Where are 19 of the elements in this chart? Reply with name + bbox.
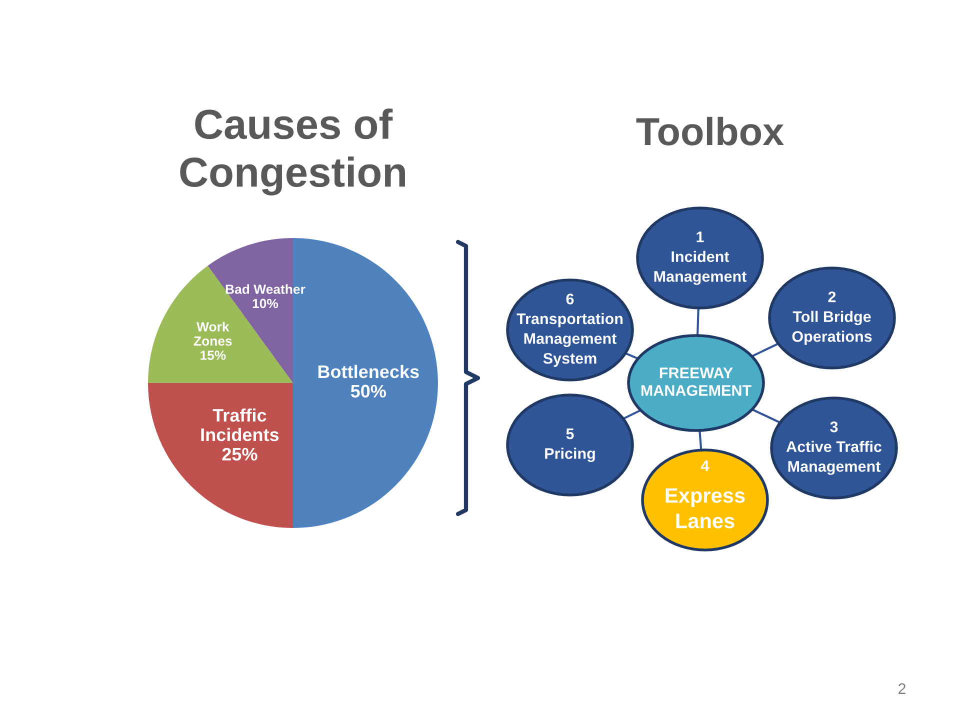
text: 5 Pricing bbox=[545, 428, 595, 462]
slice-label: Traffic Incidents bbox=[201, 408, 279, 442]
text: Toll Bridge Operations bbox=[792, 310, 872, 345]
data-label: 50% bbox=[350, 384, 386, 398]
text: 2 bbox=[898, 683, 906, 694]
slice-label: Work Zones bbox=[194, 322, 232, 346]
slice-label: Bad Weather bbox=[226, 284, 306, 294]
text: 2 bbox=[828, 291, 836, 302]
slice-label: Bottlenecks bbox=[318, 364, 419, 378]
text: Toolbox bbox=[636, 116, 784, 146]
text: 3 Active Traffic Management bbox=[786, 421, 882, 475]
text: 1 Incident Management bbox=[654, 232, 747, 285]
data-label: 25% bbox=[222, 448, 258, 461]
text: FREEWAY MANAGEMENT bbox=[641, 368, 752, 396]
chart-title: Causes of Congestion bbox=[180, 108, 405, 196]
data-label: 10% bbox=[252, 298, 278, 308]
data-label: 15% bbox=[200, 350, 226, 360]
text: 4 Express Lanes bbox=[666, 460, 745, 528]
text: 6 Transportation Management System bbox=[516, 294, 623, 367]
